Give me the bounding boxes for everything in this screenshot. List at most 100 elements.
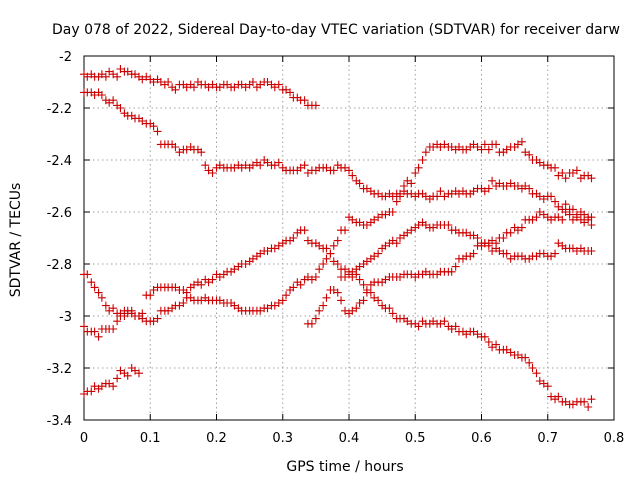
data-point (532, 213, 541, 222)
data-point (329, 241, 338, 250)
data-point (525, 150, 534, 159)
data-point (333, 236, 342, 245)
data-point (407, 179, 416, 188)
data-point (418, 156, 427, 164)
data-point (348, 171, 357, 180)
data-point (392, 239, 401, 248)
data-point (322, 244, 331, 253)
data-point (584, 403, 593, 411)
data-point (127, 306, 136, 315)
data-point (492, 340, 501, 349)
data-point (109, 325, 118, 333)
data-point (388, 309, 397, 318)
x-tick-label: 0.8 (604, 431, 625, 446)
data-point (153, 127, 162, 136)
series-track-4 (80, 137, 596, 326)
data-point (385, 304, 394, 313)
data-point (248, 78, 257, 86)
data-point (311, 314, 320, 323)
data-point (189, 83, 198, 92)
y-tick-label: -2.6 (47, 206, 72, 221)
data-point (123, 371, 132, 380)
data-point (480, 140, 489, 149)
data-point (90, 327, 99, 336)
x-tick-label: 0.7 (537, 431, 558, 446)
x-tick-label: 0.3 (272, 431, 293, 446)
data-point (473, 234, 482, 242)
x-tick-label: 0.2 (206, 431, 227, 446)
data-point (171, 143, 180, 151)
series-track-1 (80, 65, 320, 110)
series-track-6 (337, 270, 596, 411)
data-point (352, 270, 361, 279)
y-tick-label: -2.4 (47, 154, 72, 169)
data-point (274, 158, 283, 167)
data-point (436, 187, 445, 196)
data-point (113, 72, 122, 81)
data-point (392, 197, 401, 206)
data-point (326, 249, 335, 258)
data-point (451, 262, 460, 271)
data-point (547, 192, 556, 201)
data-point (484, 184, 493, 193)
data-point (164, 78, 173, 86)
data-point (502, 249, 511, 258)
data-point (414, 163, 423, 172)
data-point (359, 296, 368, 305)
data-point (447, 267, 456, 276)
data-point (359, 280, 368, 289)
x-tick-label: 0 (80, 431, 88, 446)
data-point (584, 215, 593, 224)
data-point (113, 374, 122, 383)
data-point (153, 314, 162, 323)
data-point (525, 358, 534, 367)
data-point (134, 369, 143, 378)
y-tick-label: -2 (59, 50, 72, 65)
y-axis-label: SDTVAR / TECUs (8, 183, 24, 298)
data-point (543, 382, 552, 391)
data-point (551, 249, 560, 258)
data-point (87, 278, 96, 287)
data-point (399, 182, 408, 190)
data-point (282, 291, 291, 300)
data-point (345, 166, 353, 175)
data-point (565, 210, 574, 219)
data-point (558, 215, 567, 224)
data-point (289, 283, 298, 292)
data-point (149, 122, 158, 131)
data-point (492, 239, 501, 248)
data-point (296, 280, 305, 289)
data-point (300, 96, 309, 105)
data-point (80, 322, 88, 331)
data-point (90, 283, 99, 292)
data-point (101, 72, 110, 81)
data-point (101, 301, 110, 310)
data-point (322, 254, 331, 263)
data-point (300, 161, 309, 170)
data-point (355, 179, 364, 188)
data-point (329, 166, 338, 175)
data-point (179, 299, 188, 307)
x-tick-label: 0.6 (471, 431, 492, 446)
data-point (480, 332, 489, 341)
y-tick-label: -3 (59, 310, 72, 325)
data-point (444, 221, 453, 229)
data-point (366, 288, 375, 297)
data-point (109, 304, 118, 313)
data-point (83, 270, 92, 279)
data-points (80, 65, 596, 411)
data-point (551, 163, 560, 172)
data-point (572, 166, 581, 175)
data-point (274, 80, 283, 89)
data-point (333, 288, 342, 297)
data-point (469, 249, 478, 258)
data-point (587, 395, 596, 404)
data-point (421, 148, 430, 157)
data-point (97, 91, 106, 99)
data-point (322, 293, 331, 302)
data-point (521, 353, 530, 362)
series-track-2 (80, 88, 596, 222)
data-point (286, 88, 295, 97)
y-tick-label: -2.8 (47, 258, 72, 273)
